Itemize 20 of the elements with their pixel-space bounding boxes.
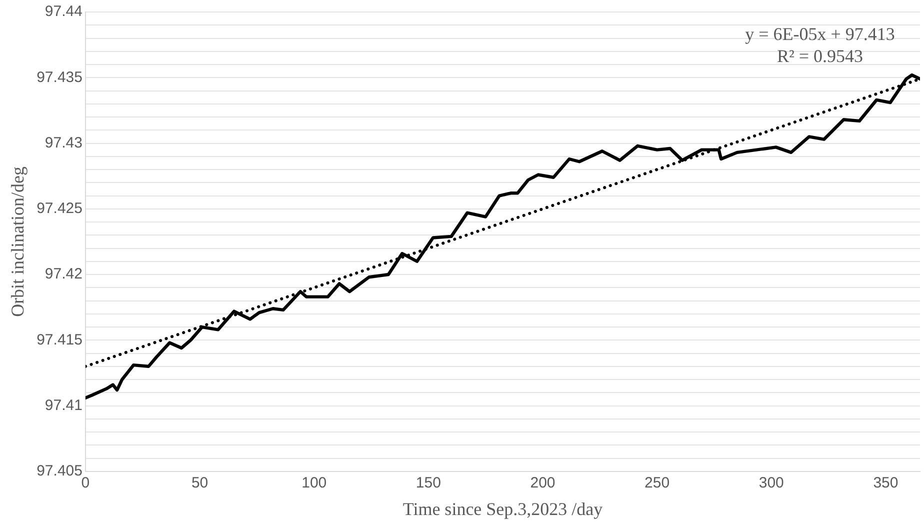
y-tick-label: 97.435 — [36, 68, 82, 86]
y-tick-label: 97.42 — [44, 266, 82, 283]
x-tick-label: 100 — [302, 474, 327, 492]
y-tick-label: 97.43 — [44, 134, 82, 152]
annotation: y = 6E-05x + 97.413 — [745, 24, 895, 44]
y-tick-label: 97.44 — [44, 3, 82, 20]
x-tick-label: 300 — [758, 474, 784, 492]
y-tick-label: 97.415 — [36, 331, 82, 348]
x-tick-label: 350 — [873, 474, 898, 492]
x-tick-label: 50 — [191, 474, 208, 492]
y-tick-label: 97.41 — [44, 396, 82, 414]
annotation: R² = 0.9543 — [776, 46, 864, 66]
y-tick-label: 97.425 — [36, 200, 82, 218]
x-tick-label: 200 — [530, 474, 556, 492]
x-axis-title: Time since Sep.3,2023 /day — [402, 498, 603, 519]
x-tick-label: 0 — [81, 474, 90, 492]
y-axis-title: Orbit inclination/deg — [8, 166, 28, 317]
y-tick-label: 97.405 — [36, 462, 82, 480]
x-tick-label: 250 — [644, 474, 670, 492]
x-tick-label: 150 — [416, 474, 441, 492]
